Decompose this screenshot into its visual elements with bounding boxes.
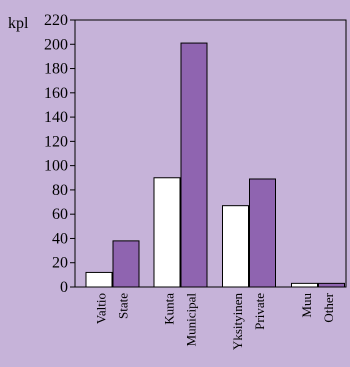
bar-series2 xyxy=(180,42,208,288)
category-label-fi: Muu xyxy=(299,293,314,318)
y-tick-label: 40 xyxy=(52,230,68,247)
bar-series1 xyxy=(291,282,318,288)
y-tick-label: 60 xyxy=(52,206,68,223)
category-label-en: Other xyxy=(321,292,336,322)
y-tick-label: 200 xyxy=(44,36,68,53)
y-tick-label: 120 xyxy=(44,133,68,150)
y-tick-label: 100 xyxy=(44,158,68,175)
bar-series2 xyxy=(249,178,276,288)
bar-series1 xyxy=(222,205,249,288)
category-label-en: Private xyxy=(252,293,267,330)
bar-series1 xyxy=(85,271,113,288)
category-label-en: State xyxy=(116,293,131,319)
y-tick-label: 180 xyxy=(44,61,68,78)
category-label-fi: Valtio xyxy=(94,293,109,324)
y-tick-label: 140 xyxy=(44,109,68,126)
category-label-fi: Kunta xyxy=(162,293,177,325)
y-axis-label: kpl xyxy=(8,15,29,32)
y-tick-label: 0 xyxy=(60,279,68,296)
y-tick-label: 220 xyxy=(44,12,68,29)
bar-series1 xyxy=(153,177,181,288)
category-label-en: Municipal xyxy=(184,293,199,347)
y-tick-label: 160 xyxy=(44,85,68,102)
bar-series2 xyxy=(318,282,345,288)
bar-series2 xyxy=(112,240,140,288)
y-tick-label: 80 xyxy=(52,182,68,199)
category-label-fi: Yksityinen xyxy=(230,293,245,351)
y-tick-label: 20 xyxy=(52,255,68,272)
